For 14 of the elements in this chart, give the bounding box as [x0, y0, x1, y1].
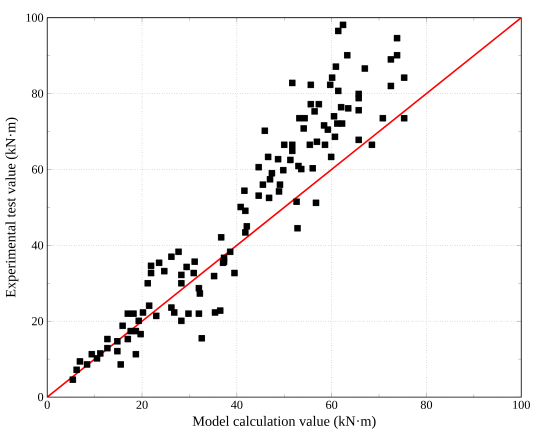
x-tick-label: 40: [230, 400, 242, 409]
y-tick-label: 40: [32, 241, 44, 250]
x-tick-label: 20: [136, 400, 148, 409]
x-tick-label: 60: [326, 400, 338, 409]
y-tick-label: 0: [38, 392, 44, 402]
y-tick-label: 80: [32, 89, 44, 98]
y-tick-label: 20: [32, 316, 44, 326]
x-axis-title: Model calculation value (kN·m): [192, 416, 376, 429]
x-tick-label: 0: [44, 400, 50, 409]
y-axis-title: Experimental test value (kN·m): [5, 118, 18, 298]
y-tick-label: 100: [26, 13, 44, 22]
y-tick-label: 60: [32, 165, 44, 174]
x-tick-label: 100: [513, 400, 530, 409]
x-tick-label: 80: [420, 400, 432, 409]
